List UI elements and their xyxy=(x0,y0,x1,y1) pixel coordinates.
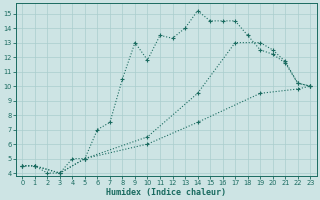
X-axis label: Humidex (Indice chaleur): Humidex (Indice chaleur) xyxy=(106,188,226,197)
